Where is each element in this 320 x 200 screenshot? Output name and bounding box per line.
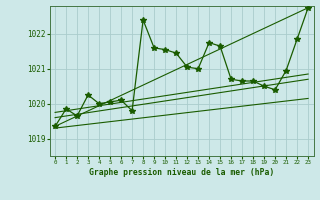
X-axis label: Graphe pression niveau de la mer (hPa): Graphe pression niveau de la mer (hPa)	[89, 168, 274, 177]
